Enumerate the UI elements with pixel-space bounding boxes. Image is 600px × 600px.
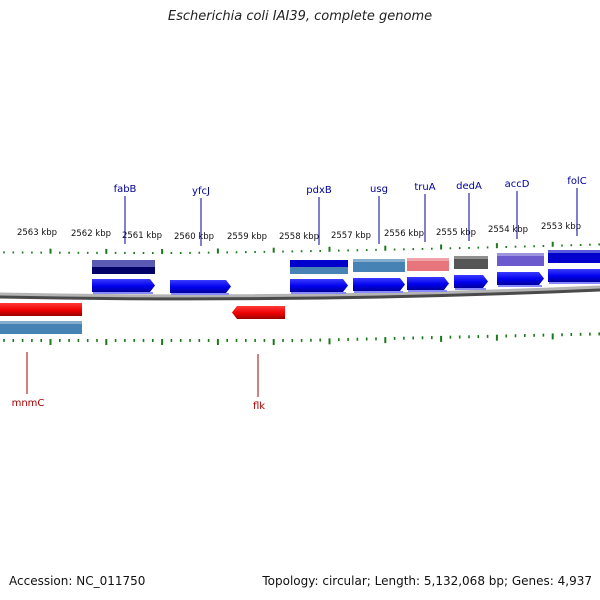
cog-box-highlight <box>548 250 600 253</box>
gene-label: mnmC <box>12 398 45 409</box>
forward-gene-arrow <box>548 269 600 282</box>
forward-gene-arrow <box>454 275 488 288</box>
cog-box-highlight <box>407 258 449 261</box>
scale-label: 2558 kbp <box>279 232 319 242</box>
reverse-gene-arrow <box>0 303 82 316</box>
scale-label: 2562 kbp <box>71 229 111 239</box>
cog-box <box>548 250 600 263</box>
genome-title: Escherichia coli IAI39, complete genome <box>167 9 433 24</box>
gene-shading <box>354 291 403 293</box>
scale-labels: 2563 kbp 2562 kbp 2561 kbp 2560 kbp 2559 kbp… <box>17 222 581 242</box>
cog-box <box>454 256 488 269</box>
scale-label: 2554 kbp <box>488 225 528 235</box>
cog-box <box>497 253 544 266</box>
genome-backbone <box>0 285 600 298</box>
forward-gene-arrow <box>290 279 348 292</box>
cog-box <box>407 258 449 271</box>
gene-shading <box>93 292 153 294</box>
gene-label: flk <box>253 401 265 412</box>
scale-ticks-inner <box>3 332 600 345</box>
cog-box <box>0 321 82 334</box>
gene-shading <box>455 288 486 290</box>
reverse-gene-arrow <box>232 306 285 319</box>
forward-gene-arrow <box>407 277 449 290</box>
gene-label: fabB <box>114 184 137 195</box>
gene-shading <box>549 282 600 284</box>
forward-gene-arrow <box>353 278 405 291</box>
gene-label: accD <box>505 179 530 190</box>
gene-labels: fabB yfcJ pdxB usg truA dedA accD folC mnmC flk <box>12 176 587 412</box>
gene-shading <box>408 290 447 292</box>
backbone-shadow <box>0 286 600 301</box>
accession-label: Accession: NC_011750 <box>9 574 146 588</box>
cog-box <box>290 260 348 267</box>
gene-label: pdxB <box>306 185 332 196</box>
scale-ticks-outer <box>3 241 600 254</box>
scale-label: 2557 kbp <box>331 231 371 241</box>
scale-label: 2556 kbp <box>384 229 424 239</box>
scale-label: 2555 kbp <box>436 228 476 238</box>
gene-label: yfcJ <box>192 186 210 197</box>
gene-shading <box>291 292 346 294</box>
gene-shading <box>498 285 542 287</box>
scale-label: 2560 kbp <box>174 232 214 242</box>
gene-label: dedA <box>456 181 482 192</box>
cog-box-highlight <box>353 259 405 262</box>
cog-box-highlight <box>454 256 488 259</box>
genome-summary: Topology: circular; Length: 5,132,068 bp… <box>262 574 592 588</box>
gene-shading <box>171 293 229 295</box>
gene-label: usg <box>370 184 388 195</box>
gene-track <box>0 269 600 319</box>
scale-label: 2561 kbp <box>122 231 162 241</box>
cog-box <box>353 259 405 272</box>
scale-label: 2553 kbp <box>541 222 581 232</box>
cog-box <box>92 267 155 274</box>
cog-track <box>0 250 600 334</box>
scale-label: 2559 kbp <box>227 232 267 242</box>
cog-box-highlight <box>497 253 544 256</box>
scale-label: 2563 kbp <box>17 228 57 238</box>
forward-gene-arrow <box>170 280 231 293</box>
cog-box <box>290 267 348 274</box>
gene-label: folC <box>567 176 586 187</box>
cog-box <box>92 260 155 267</box>
forward-gene-arrow <box>497 272 544 285</box>
forward-gene-arrow <box>92 279 155 292</box>
cog-box-highlight <box>0 321 82 324</box>
gene-label: truA <box>414 182 435 193</box>
